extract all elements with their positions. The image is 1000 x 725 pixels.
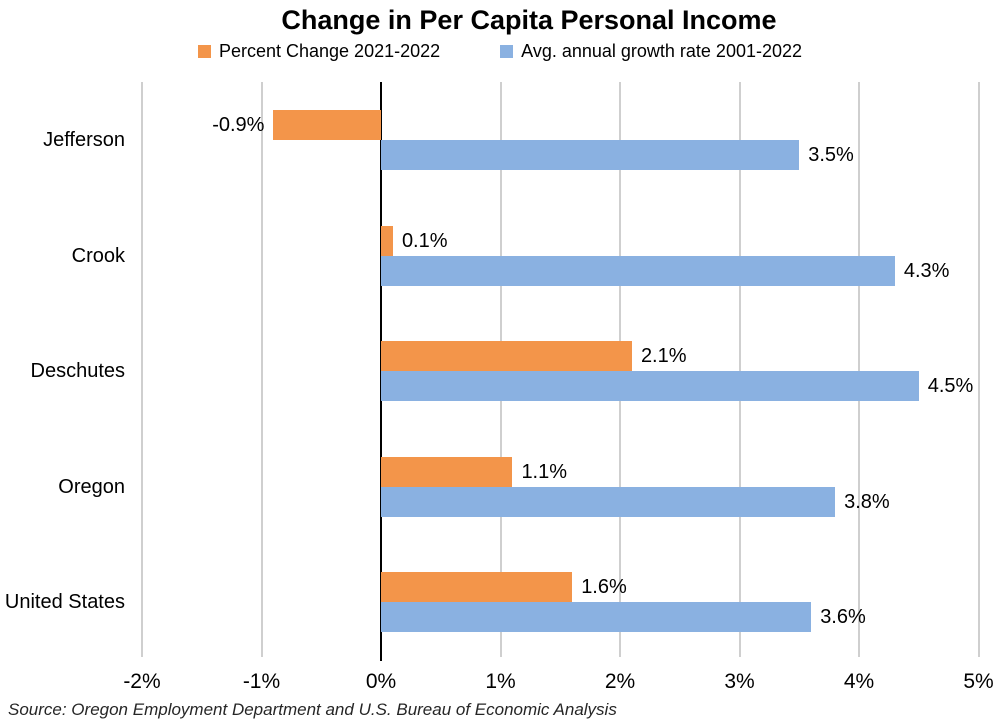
x-axis-tick-label: 3% <box>724 670 755 693</box>
legend-swatch-blue-icon <box>500 45 514 58</box>
bar-avg-growth <box>381 255 895 286</box>
legend-label: Avg. annual growth rate 2001-2022 <box>521 41 803 61</box>
gridline <box>141 82 143 657</box>
category-label: Jefferson <box>43 129 125 151</box>
x-axis-tick-label: -2% <box>123 670 161 693</box>
x-axis-tick-label: 2% <box>604 670 636 693</box>
legend-item-percent-change: Percent Change 2021-2022 <box>197 41 441 62</box>
gridline <box>858 82 860 657</box>
data-label: 3.8% <box>844 490 890 513</box>
data-label: 4.5% <box>927 375 974 397</box>
data-label: 2.1% <box>640 345 687 367</box>
source-note: Source: Oregon Employment Department and… <box>8 700 617 719</box>
x-axis-tick-label: 4% <box>843 670 875 693</box>
category-label: Crook <box>71 244 125 267</box>
gridline <box>260 82 263 657</box>
gridline <box>977 82 980 657</box>
bar-avg-growth <box>381 371 919 401</box>
category-label: Oregon <box>58 475 125 498</box>
bar-avg-growth <box>381 140 800 170</box>
data-label: 3.6% <box>820 606 866 628</box>
bar-avg-growth <box>381 486 836 517</box>
data-label: 1.1% <box>521 460 568 483</box>
legend-swatch-orange-icon <box>197 45 211 58</box>
chart-title: Change in Per Capita Personal Income <box>281 5 777 35</box>
data-label: 0.1% <box>401 229 448 252</box>
bar-percent-change <box>273 110 381 140</box>
bar-percent-change <box>381 225 393 256</box>
legend: Percent Change 2021-2022 Avg. annual gro… <box>0 41 1000 62</box>
legend-label: Percent Change 2021-2022 <box>218 41 441 61</box>
data-label: 1.6% <box>581 576 627 598</box>
x-axis-tick-label: -1% <box>242 670 281 693</box>
data-label: -0.9% <box>212 114 265 136</box>
x-axis-tick-label: 0% <box>365 670 397 693</box>
bar-percent-change <box>381 341 632 371</box>
bar-avg-growth <box>381 602 812 632</box>
category-label: United States <box>4 591 125 613</box>
data-label: 3.5% <box>808 144 854 166</box>
bar-percent-change <box>381 572 573 602</box>
x-axis-tick-label: 5% <box>963 670 994 693</box>
x-axis-tick-label: 1% <box>485 670 516 693</box>
category-label: Deschutes <box>30 360 126 382</box>
bar-percent-change <box>381 456 513 487</box>
gridline <box>738 82 741 657</box>
data-label: 4.3% <box>903 259 950 282</box>
legend-item-avg-growth: Avg. annual growth rate 2001-2022 <box>500 41 802 62</box>
